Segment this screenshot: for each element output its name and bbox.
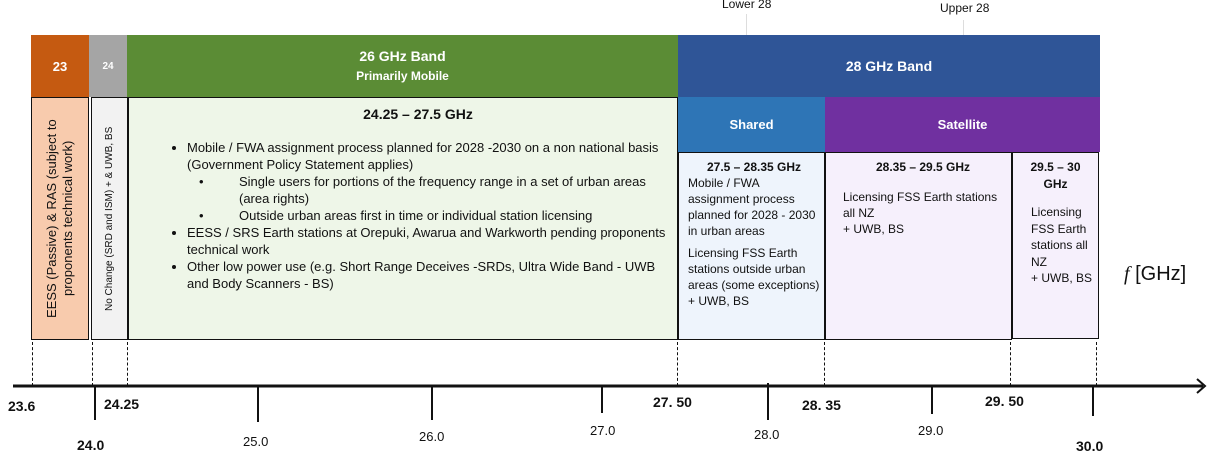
frequency-axis — [13, 378, 1207, 394]
tick-label-24: 24.0 — [77, 437, 105, 453]
tick-label-29: 29.0 — [918, 423, 944, 438]
tick-27 — [601, 386, 603, 413]
lower-28-leader — [746, 14, 747, 35]
band-26-subtitle: Primarily Mobile — [356, 69, 449, 83]
lower-28-box: 27.5 – 28.35 GHz Mobile / FWA assignment… — [678, 152, 825, 340]
boundary-label-23-6: 23.6 — [8, 398, 36, 414]
upper-28a-box: 28.35 – 29.5 GHz Licensing FSS Earth sta… — [825, 152, 1012, 340]
boundary-label-29-50: 29. 50 — [985, 393, 1024, 409]
lower-28-label: Lower 28 — [722, 0, 772, 11]
upper-28b-text-1: Licensing FSS Earth stations all NZ — [1031, 205, 1088, 269]
boundary-dash — [824, 342, 825, 386]
boundary-dash — [92, 342, 93, 386]
upper-28-label: Upper 28 — [940, 1, 990, 15]
tick-28 — [767, 383, 769, 420]
boundary-dash — [32, 342, 33, 386]
band-26-box: 24.25 – 27.5 GHz Mobile / FWA assignment… — [128, 97, 678, 340]
sub-bullets: Single users for portions of the frequen… — [187, 173, 667, 224]
band-24-header: 24 — [89, 35, 127, 97]
boundary-label-27-50: 27. 50 — [653, 394, 692, 410]
lower-28-text-3: + UWB, BS — [688, 294, 750, 308]
no-change-text: No Change (SRD and ISM) + & UWB, BS — [104, 126, 115, 311]
lower-28-range: 27.5 – 28.35 GHz — [706, 160, 802, 174]
unit-label: [GHz] — [1135, 263, 1187, 285]
tick-label-27: 27.0 — [590, 423, 616, 438]
tick-label-30: 30.0 — [1076, 438, 1104, 454]
boundary-label-28-35: 28. 35 — [802, 397, 841, 413]
bullet: Other low power use (e.g. Short Range De… — [187, 258, 667, 292]
band-24-label: 24 — [102, 60, 114, 72]
sub-bullet: Outside urban areas first in time or ind… — [199, 207, 667, 224]
band-26-title: 26 GHz Band — [359, 48, 446, 64]
upper-28b-text-2: + UWB, BS — [1031, 271, 1093, 285]
boundary-dash — [1096, 342, 1097, 386]
eess-box: EESS (Passive) & RAS (subject to propone… — [31, 97, 89, 340]
upper-28a-text-2: + UWB, BS — [843, 222, 905, 236]
lower-28-text-2: Licensing FSS Earth stations outside urb… — [688, 246, 820, 292]
f-symbol: f — [1124, 263, 1130, 285]
satellite-header: Satellite — [825, 97, 1100, 152]
frequency-axis-unit: f [GHz] — [1124, 263, 1186, 286]
bullet: Mobile / FWA assignment process planned … — [187, 139, 667, 173]
tick-30 — [1092, 386, 1094, 416]
satellite-label: Satellite — [937, 117, 988, 132]
shared-header: Shared — [678, 97, 825, 152]
band-26-bullets: Mobile / FWA assignment process planned … — [169, 139, 667, 292]
bullet: EESS / SRS Earth stations at Orepuki, Aw… — [187, 224, 667, 258]
band-23-header: 23 — [31, 35, 89, 97]
band-23-label: 23 — [52, 58, 68, 74]
no-change-box: No Change (SRD and ISM) + & UWB, BS — [91, 97, 128, 340]
eess-text: EESS (Passive) & RAS (subject to propone… — [44, 119, 75, 318]
boundary-dash — [127, 342, 128, 386]
boundary-dash — [1010, 342, 1011, 386]
upper-28-leader — [963, 20, 964, 35]
sub-bullet: Single users for portions of the frequen… — [199, 173, 667, 207]
band-28-header: 28 GHz Band — [678, 35, 1100, 97]
boundary-dash — [677, 342, 678, 386]
upper-28b-range: 29.5 – 30 GHz — [1030, 160, 1081, 191]
tick-label-25: 25.0 — [243, 434, 269, 449]
band-26-range: 24.25 – 27.5 GHz — [363, 106, 473, 122]
upper-28b-box: 29.5 – 30 GHz Licensing FSS Earth statio… — [1012, 152, 1099, 339]
band-26-header: 26 GHz Band Primarily Mobile — [127, 35, 678, 97]
upper-28a-range: 28.35 – 29.5 GHz — [875, 160, 971, 174]
band-28-title: 28 GHz Band — [845, 58, 933, 74]
boundary-label-24-25: 24.25 — [104, 396, 140, 412]
tick-26 — [431, 386, 433, 420]
tick-24 — [94, 386, 96, 420]
tick-29 — [931, 386, 933, 414]
axis-arrowhead — [1196, 378, 1207, 394]
shared-label: Shared — [729, 117, 774, 132]
lower-28-text-1: Mobile / FWA assignment process planned … — [688, 176, 816, 238]
tick-label-28: 28.0 — [754, 427, 780, 442]
tick-25 — [257, 386, 259, 422]
upper-28a-text-1: Licensing FSS Earth stations all NZ — [843, 190, 998, 220]
tick-label-26: 26.0 — [419, 429, 445, 444]
